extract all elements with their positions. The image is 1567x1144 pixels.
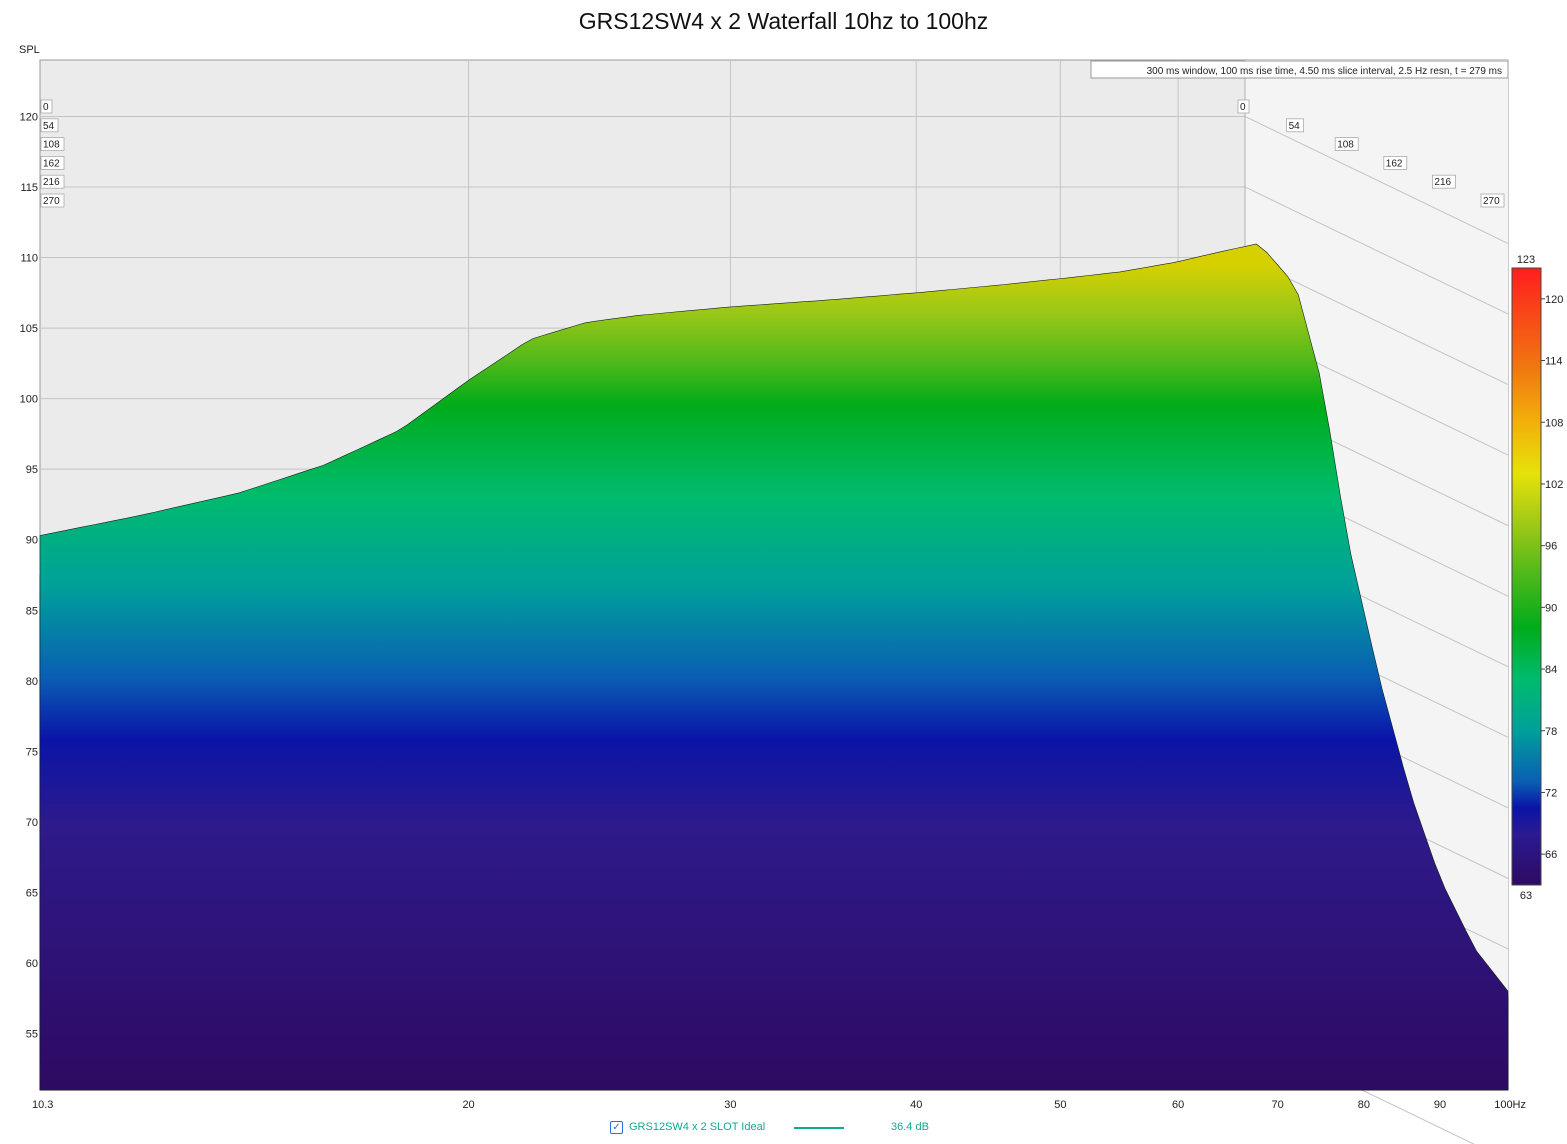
y-tick-label: 70: [26, 817, 38, 829]
y-tick-label: 105: [20, 323, 38, 335]
y-tick-label: 90: [26, 535, 38, 547]
y-tick-label: 80: [26, 676, 38, 688]
y-tick-label: 110: [20, 253, 38, 265]
time-tick-label-right: 0: [1240, 102, 1246, 113]
time-tick-box: [40, 99, 53, 114]
y-tick-label: 95: [26, 464, 38, 476]
y-tick-label: 100: [20, 394, 38, 406]
y-tick-label: 65: [26, 887, 38, 899]
grid-line-y-depth: [1244, 186, 1509, 315]
y-tick-label: 55: [26, 1029, 38, 1041]
legend-value: 36.4 dB: [891, 1121, 929, 1133]
time-tick-box: [1383, 155, 1408, 170]
x-tick-label: 50: [1054, 1099, 1066, 1111]
time-tick-box: [40, 174, 65, 189]
time-tick-label-right: 270: [1483, 196, 1500, 207]
time-tick-box: [1286, 118, 1304, 133]
colorbar-max-label: 123: [1517, 254, 1535, 266]
colorbar-tick-label: 84: [1545, 664, 1557, 676]
time-tick-label-left: 270: [43, 196, 60, 207]
colorbar-tick-label: 114: [1545, 356, 1563, 368]
colorbar-ticks: 66 72 78 84 90 96 102 108 114 120: [1541, 294, 1563, 861]
time-tick-box: [1334, 137, 1359, 152]
time-tick-label-left: 0: [43, 102, 49, 113]
time-tick-label-left: 54: [43, 121, 55, 132]
legend-series-name: GRS12SW4 x 2 SLOT Ideal: [629, 1121, 766, 1133]
info-box: [1090, 60, 1509, 79]
y-tick-label: 120: [20, 111, 38, 123]
time-tick-label-right: 162: [1386, 158, 1403, 169]
time-tick-label-left: 162: [43, 158, 60, 169]
x-tick-label: 60: [1172, 1099, 1184, 1111]
colorbar-tick-label: 96: [1545, 541, 1557, 553]
colorbar-tick-label: 72: [1545, 787, 1557, 799]
time-tick-box: [40, 193, 65, 208]
y-axis-ticks: 55 60 65 70 75 80 85 90 95 100 105 110 115 120: [20, 111, 38, 1040]
colorbar-min-label: 63: [1520, 890, 1532, 902]
x-tick-label: 10.3: [32, 1099, 53, 1111]
x-tick-label: 80: [1358, 1099, 1370, 1111]
x-tick-label: 20: [462, 1099, 474, 1111]
time-tick-box: [1480, 193, 1505, 208]
x-tick-label: 90: [1434, 1099, 1446, 1111]
legend-line-swatch: [794, 1127, 844, 1129]
time-tick-box: [40, 155, 65, 170]
time-tick-label-right: 216: [1434, 177, 1451, 188]
time-tick-label-right: 54: [1289, 121, 1301, 132]
time-tick-box: [40, 118, 59, 133]
x-tick-label: 30: [724, 1099, 736, 1111]
time-tick-label-left: 108: [43, 140, 60, 151]
colorbar-tick-label: 102: [1545, 479, 1563, 491]
x-tick-label: 100Hz: [1494, 1099, 1526, 1111]
y-tick-label: 85: [26, 605, 38, 617]
legend-checkbox[interactable]: ✓: [610, 1121, 623, 1134]
y-axis-label: SPL: [19, 44, 40, 56]
colorbar-tick-label: 108: [1545, 417, 1563, 429]
waterfall-surface: [39, 243, 1509, 1091]
time-tick-label-right: 108: [1337, 140, 1354, 151]
info-box-text: 300 ms window, 100 ms rise time, 4.50 ms…: [1147, 66, 1502, 77]
colorbar-tick-label: 120: [1545, 294, 1563, 306]
x-tick-label: 40: [910, 1099, 922, 1111]
colorbar-tick-label: 90: [1545, 602, 1557, 614]
time-tick-box: [1432, 174, 1456, 189]
y-tick-label: 60: [26, 958, 38, 970]
x-tick-label: 70: [1272, 1099, 1284, 1111]
grid-line-y-depth: [1244, 115, 1509, 244]
y-tick-label: 115: [20, 182, 38, 194]
y-tick-label: 75: [26, 746, 38, 758]
waterfall-slice: [39, 243, 1509, 1091]
time-tick-label-left: 216: [43, 177, 60, 188]
colorbar-tick-label: 66: [1545, 849, 1557, 861]
colorbar: [1511, 267, 1542, 886]
colorbar-tick-label: 78: [1545, 726, 1557, 738]
time-tick-box: [40, 137, 65, 152]
time-axis-ticks: 0 0 54 54 108 108 162 162 216 216 270 270: [40, 99, 1505, 208]
x-axis-ticks: 10.3 20 30 40 50 60 70 80 90 100Hz: [32, 1099, 1526, 1111]
chart-title: GRS12SW4 x 2 Waterfall 10hz to 100hz: [578, 8, 989, 34]
time-tick-box: [1237, 99, 1250, 114]
